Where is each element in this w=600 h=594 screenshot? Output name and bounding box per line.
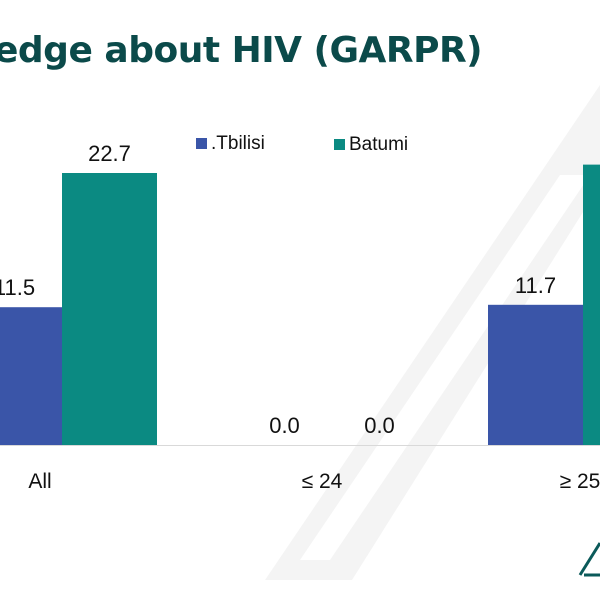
bar-tbilisi-2 xyxy=(488,304,583,445)
legend-label-tbilisi: .Tbilisi xyxy=(211,133,265,154)
category-label-2: ≥ 25 xyxy=(560,470,600,493)
data-label-tbilisi-2: 11.7 xyxy=(515,273,556,298)
category-label-0: All xyxy=(28,470,51,493)
legend-item-tbilisi: .Tbilisi xyxy=(196,133,265,155)
data-label-tbilisi-1: 0.0 xyxy=(269,413,300,438)
legend-swatch-batumi xyxy=(334,139,345,151)
legend-item-batumi: Batumi xyxy=(334,134,408,156)
legend-label-batumi: Batumi xyxy=(349,134,409,155)
corner-logo xyxy=(578,542,600,577)
data-label-batumi-0: 22.7 xyxy=(88,141,131,166)
data-label-tbilisi-0: 11.5 xyxy=(0,275,35,300)
chart-title: edge about HIV (GARPR) xyxy=(0,30,483,71)
bar-batumi-2 xyxy=(583,164,600,445)
bar-batumi-0 xyxy=(62,173,157,445)
bar-tbilisi-0 xyxy=(0,307,62,445)
legend-swatch-tbilisi xyxy=(196,138,207,150)
watermark-logo xyxy=(265,85,600,580)
data-label-batumi-1: 0.0 xyxy=(364,413,395,438)
category-label-1: ≤ 24 xyxy=(302,470,343,493)
